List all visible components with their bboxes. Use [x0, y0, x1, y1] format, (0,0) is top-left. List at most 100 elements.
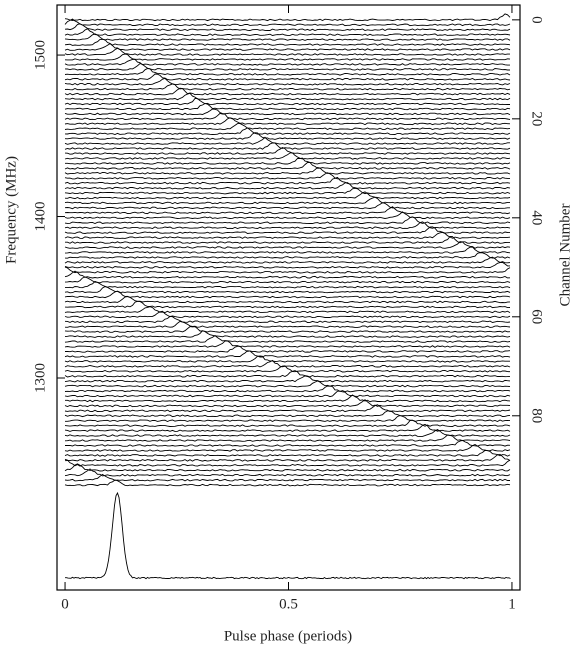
channel-trace — [64, 216, 511, 225]
channel-trace — [64, 73, 511, 81]
channel-trace — [64, 83, 511, 91]
channel-trace — [64, 226, 511, 234]
channel-trace — [64, 246, 511, 254]
channel-trace — [64, 92, 511, 101]
channel-trace — [64, 479, 511, 487]
channel-trace — [64, 108, 511, 116]
channel-trace — [64, 256, 511, 264]
channel-trace — [64, 176, 511, 185]
channel-trace — [64, 453, 511, 462]
channel-trace — [64, 385, 511, 393]
channel-trace — [64, 468, 511, 477]
channel-trace — [64, 404, 511, 413]
channel-trace — [65, 439, 511, 447]
channel-trace — [64, 28, 511, 36]
y2-tick-label: 0 — [529, 16, 545, 24]
y-tick-label: 1500 — [32, 40, 48, 70]
channel-trace — [64, 340, 511, 348]
channel-trace — [64, 191, 511, 200]
channel-trace — [64, 87, 511, 96]
channel-trace — [64, 172, 511, 180]
channel-trace — [64, 375, 511, 383]
channel-trace — [64, 127, 511, 135]
channel-trace — [64, 315, 511, 323]
channel-trace — [64, 231, 511, 239]
channel-trace — [64, 310, 511, 319]
y-tick-label: 1400 — [32, 202, 48, 232]
channel-trace — [64, 123, 511, 131]
channel-trace — [64, 33, 511, 41]
channel-trace — [64, 290, 511, 299]
channel-trace — [64, 449, 511, 457]
channel-trace — [64, 434, 511, 442]
channel-trace — [64, 38, 511, 46]
y2-tick-label: 40 — [529, 210, 545, 225]
channel-trace — [64, 334, 511, 343]
channel-trace — [64, 463, 511, 472]
channel-trace — [64, 365, 511, 373]
channel-trace — [64, 320, 511, 328]
channel-trace — [64, 53, 511, 61]
channel-trace — [65, 394, 511, 403]
channel-trace — [65, 415, 511, 423]
channel-trace — [64, 390, 511, 398]
integrated-profile — [65, 491, 511, 580]
channel-trace — [64, 221, 511, 230]
channel-trace — [64, 136, 510, 145]
channel-trace — [64, 43, 511, 51]
channel-trace — [64, 112, 511, 121]
channel-trace — [64, 152, 511, 160]
channel-trace — [64, 47, 510, 56]
channel-trace — [64, 103, 511, 111]
channel-trace — [64, 252, 511, 259]
channel-trace — [65, 345, 511, 353]
channel-trace — [64, 77, 511, 86]
channel-trace — [64, 132, 511, 140]
channel-trace — [64, 270, 511, 279]
channel-trace — [64, 206, 511, 215]
channel-trace — [65, 157, 511, 165]
x-axis-title: Pulse phase (periods) — [224, 628, 352, 644]
channel-trace — [64, 187, 511, 195]
channel-trace — [64, 326, 511, 333]
y2-tick-label: 20 — [529, 111, 545, 126]
y2-tick-label: 60 — [529, 309, 545, 324]
channel-trace — [64, 161, 511, 170]
channel-trace — [64, 68, 511, 76]
y2-tick-label: 80 — [529, 408, 545, 423]
channel-trace — [64, 359, 511, 368]
x-tick-label: 1 — [508, 596, 516, 612]
channel-trace — [64, 370, 511, 378]
channel-trace — [64, 399, 511, 408]
channel-trace — [64, 58, 510, 66]
channel-trace — [64, 142, 511, 150]
channel-trace — [64, 241, 511, 249]
y2-axis-title: Channel Number — [557, 204, 573, 307]
channel-trace — [64, 98, 510, 106]
channel-trace — [64, 261, 510, 269]
plot-frame — [56, 4, 521, 591]
y-axis-title: Frequency (MHz) — [3, 156, 19, 264]
channel-trace — [64, 355, 510, 363]
channel-trace — [64, 266, 511, 274]
channel-trace — [64, 419, 511, 427]
channel-trace — [64, 196, 510, 205]
channel-trace — [64, 300, 511, 309]
channel-trace — [64, 167, 511, 175]
channel-trace — [64, 13, 511, 22]
y-tick-label: 1300 — [32, 363, 48, 393]
channel-trace — [64, 23, 511, 32]
channel-trace — [64, 410, 511, 418]
channel-trace — [64, 428, 511, 437]
channel-trace — [64, 306, 511, 314]
x-tick-label: 0 — [61, 596, 69, 612]
channel-trace — [64, 458, 511, 467]
channel-trace — [64, 473, 510, 482]
channel-trace — [64, 330, 511, 338]
channel-trace — [64, 182, 511, 190]
channel-trace — [64, 18, 511, 27]
channel-trace — [65, 236, 510, 244]
channel-trace — [64, 380, 511, 388]
